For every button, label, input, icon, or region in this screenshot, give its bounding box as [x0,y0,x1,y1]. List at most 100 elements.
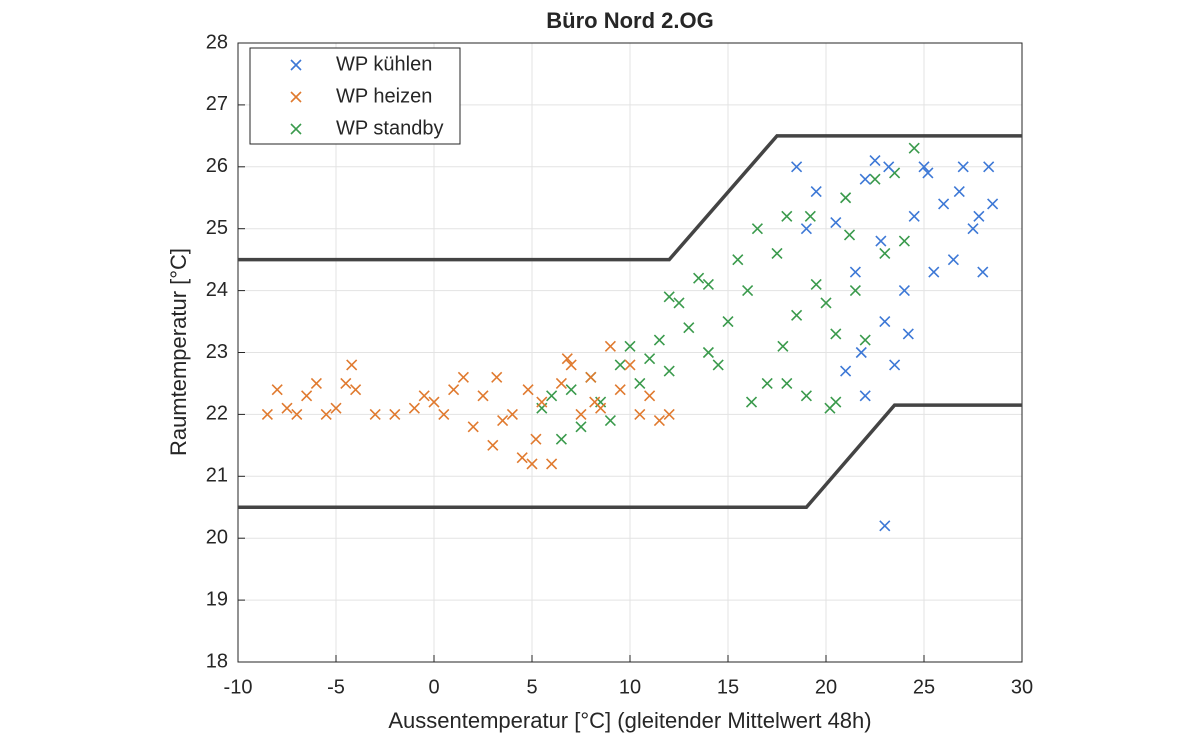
data-point [859,173,871,185]
data-point [585,371,597,383]
data-point [889,359,901,371]
data-point [644,353,656,365]
data-point [883,161,895,173]
data-point [624,359,636,371]
legend-box [249,47,461,145]
data-point [849,285,861,297]
data-point [663,408,675,420]
data-point [271,384,283,396]
data-point [879,247,891,260]
x-tick-label: 5 [526,676,537,698]
data-point [634,408,646,420]
data-point [604,340,616,352]
data-point [546,458,558,470]
data-point [561,353,573,365]
y-tick-label: 24 [206,279,228,301]
data-point [840,192,852,204]
data-point [800,390,812,402]
data-point [457,371,469,383]
data-point [908,142,920,154]
data-point [428,396,440,408]
data-point [575,421,587,433]
data-point [438,408,450,420]
x-tick-label: 0 [428,676,439,698]
data-point [310,377,322,390]
x-tick-label: -10 [224,676,253,698]
data-point [843,229,856,241]
data-point [477,390,489,402]
y-tick-label: 22 [206,403,228,425]
data-point [663,291,675,303]
data-point [938,198,950,210]
y-tick-label: 27 [206,93,228,115]
data-point [859,334,871,346]
data-point [301,390,313,402]
data-point [875,235,887,247]
data-point [849,266,861,278]
data-point [653,334,665,346]
data-point [908,210,920,222]
reference-line [238,403,1022,509]
data-point [953,185,965,198]
data-point [898,235,910,247]
data-point [791,161,803,173]
data-point [555,377,567,390]
data-point [624,340,636,352]
axes-box [237,42,1023,663]
data-point [467,421,479,433]
data-point [810,278,822,290]
legend-label: WP kühlen [336,53,432,75]
data-point [722,315,734,328]
data-point [693,272,705,284]
y-tick-label: 21 [206,465,228,487]
data-point [418,390,430,402]
data-point [614,359,626,371]
y-tick-label: 18 [206,650,228,672]
data-point [742,285,754,297]
legend-marker [290,91,302,103]
chart-title: Büro Nord 2.OG [546,8,713,33]
data-point [947,254,959,266]
data-point [973,210,985,222]
data-point [530,433,542,445]
data-point [555,433,567,445]
data-point [879,520,891,532]
reference-line [238,134,1022,262]
data-point [777,340,789,352]
data-point [261,408,273,420]
data-point [565,359,577,371]
legend-marker [290,59,302,71]
y-tick-label: 20 [206,526,228,548]
y-tick-label: 28 [206,31,228,53]
x-tick-label: 10 [619,676,641,698]
data-point [589,396,601,408]
data-point [751,223,763,235]
data-point [565,384,577,396]
data-point [859,390,871,402]
data-point [987,198,999,210]
data-point [761,377,773,390]
data-point [791,309,803,321]
data-point [653,415,665,427]
data-point [810,185,822,198]
x-axis-label: Aussentemperatur [°C] (gleitender Mittel… [388,708,871,733]
data-point [928,266,940,278]
data-point [340,377,352,390]
data-point [732,254,744,266]
data-point [389,408,401,420]
y-tick-label: 26 [206,155,228,177]
data-point [745,396,758,408]
x-tick-label: 25 [913,676,935,698]
data-point [330,402,342,414]
data-point [604,415,616,427]
data-point [830,328,842,340]
data-point [869,155,881,167]
data-point [781,210,793,222]
data-point [840,365,852,377]
data-point [497,415,509,427]
data-point [369,408,381,420]
data-point [448,384,460,396]
data-point [820,297,832,309]
data-point [898,285,910,297]
